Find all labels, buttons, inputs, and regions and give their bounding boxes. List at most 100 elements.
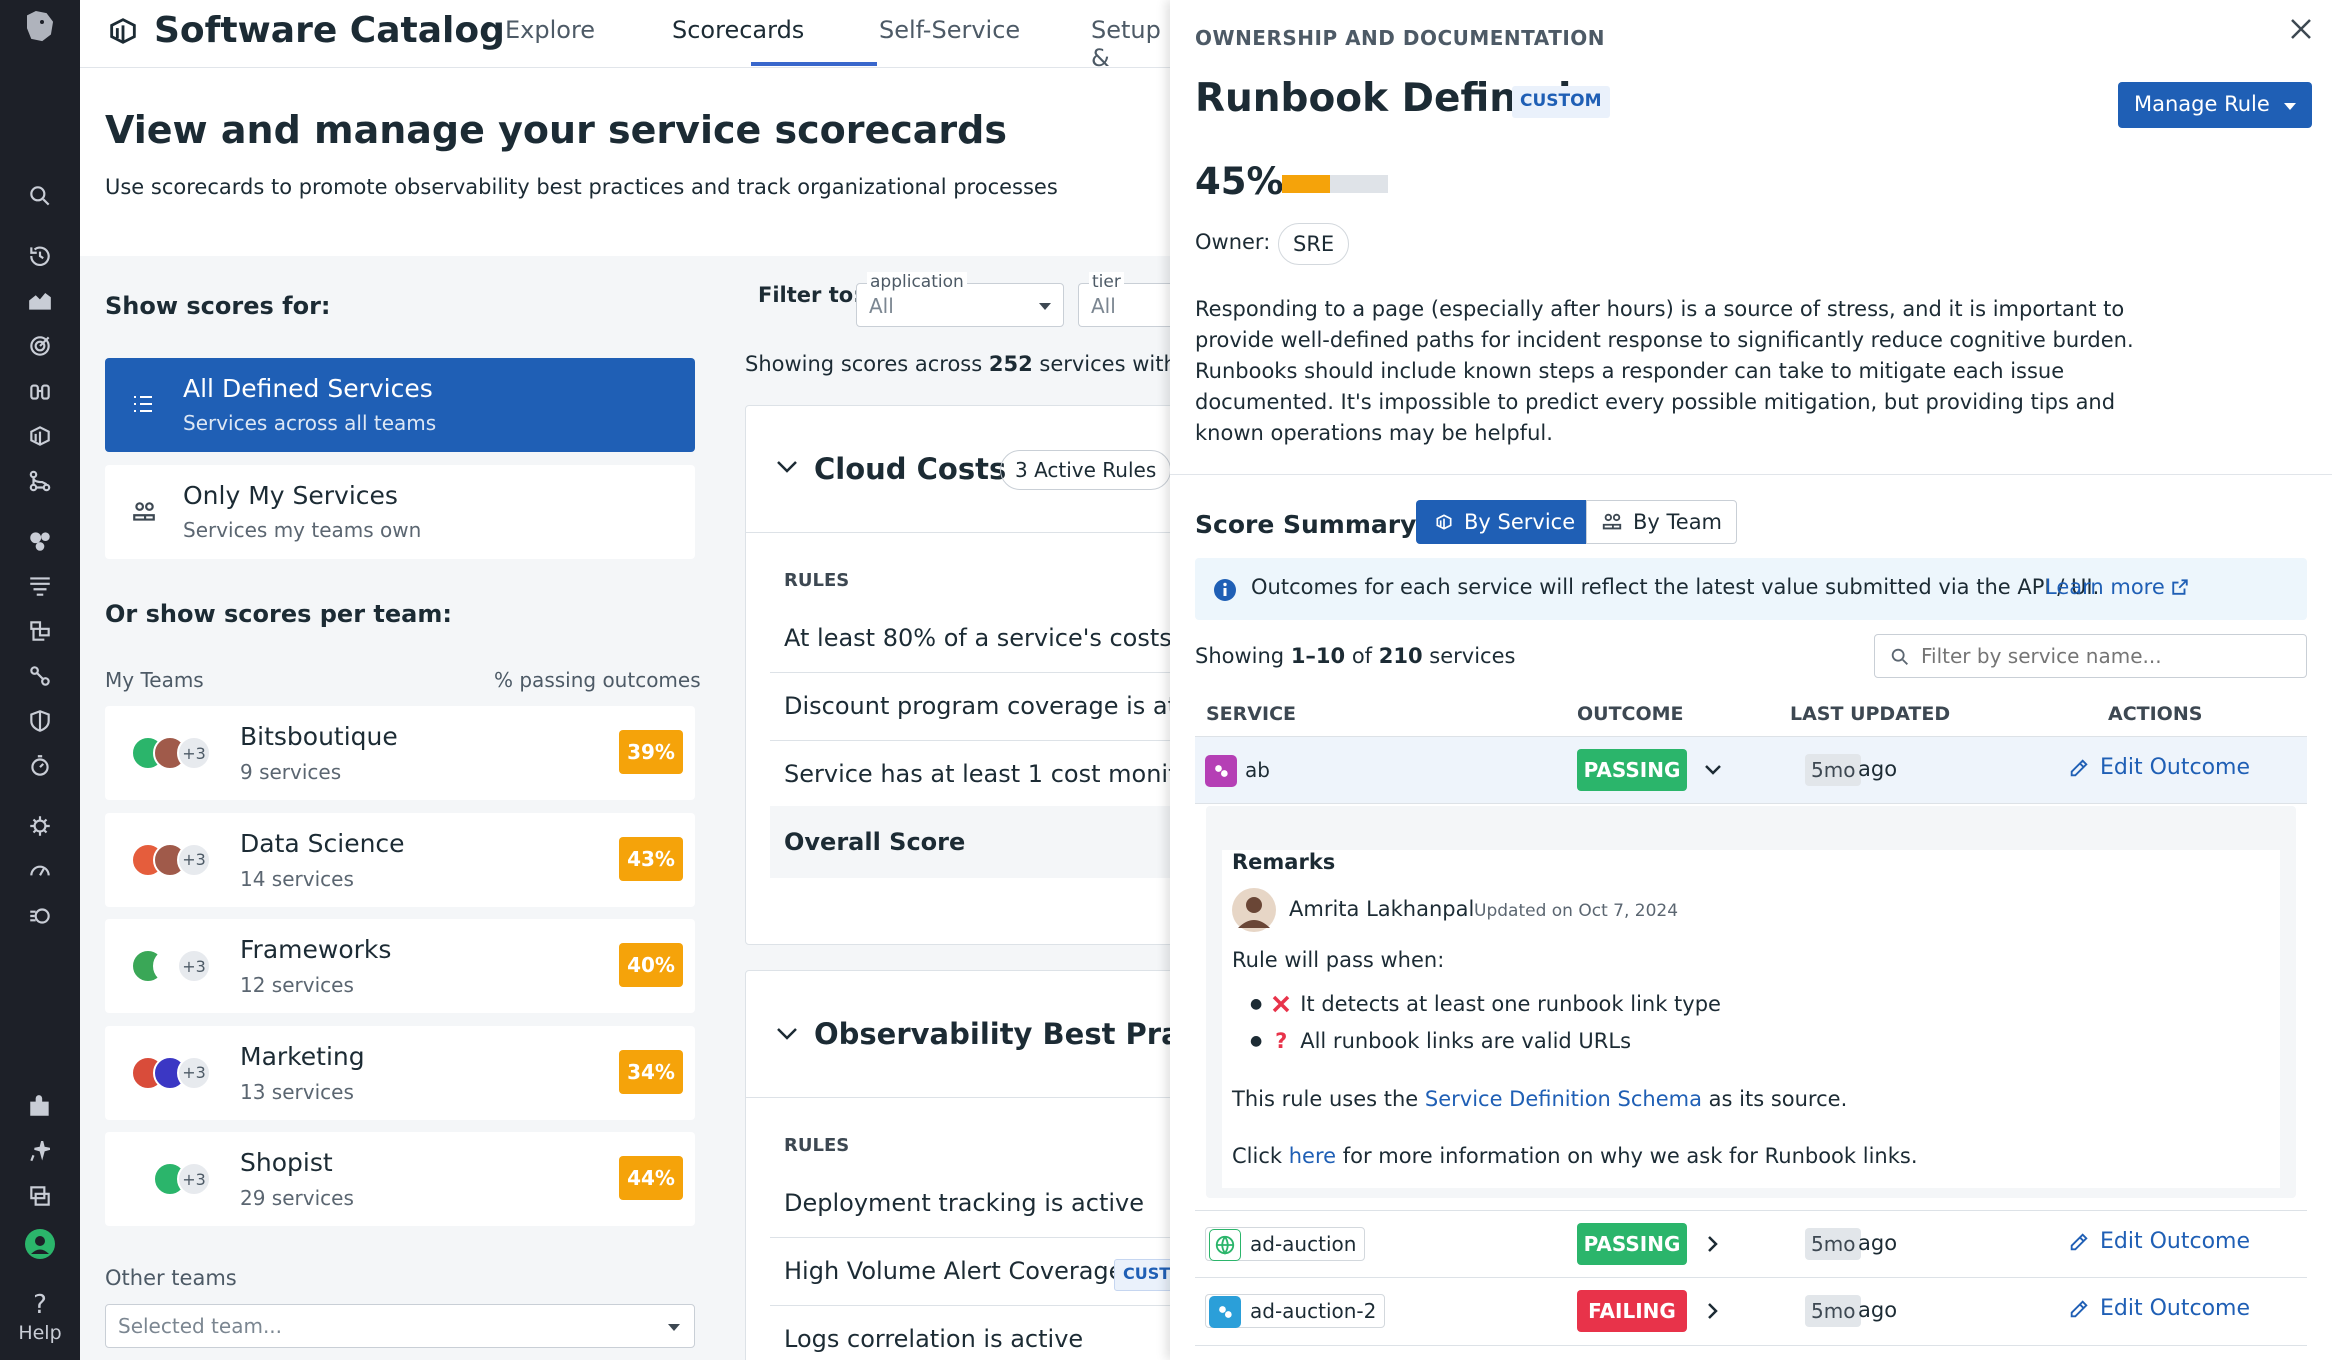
- logs-icon[interactable]: [24, 570, 56, 602]
- team-card[interactable]: +3 Shopist 29 services 44%: [105, 1132, 695, 1226]
- datadog-logo-icon[interactable]: [18, 4, 62, 48]
- security-icon[interactable]: [24, 705, 56, 737]
- passing-outcomes-label: % passing outcomes: [494, 668, 701, 692]
- dashboards-icon[interactable]: [24, 285, 56, 317]
- rule-progress-bar: [1282, 175, 1388, 193]
- here-link[interactable]: here: [1288, 1144, 1337, 1168]
- integrations-link-icon[interactable]: [24, 660, 56, 692]
- rule-progress-fill: [1282, 175, 1330, 193]
- tab-self-service[interactable]: Self-Service: [879, 16, 1021, 44]
- application-filter[interactable]: application All: [856, 272, 1064, 327]
- users-icon: [1602, 513, 1622, 530]
- synthetics-icon[interactable]: [24, 855, 56, 887]
- application-filter-value: All: [869, 294, 894, 318]
- condition-text: It detects at least one runbook link typ…: [1300, 992, 1721, 1016]
- sparkle-icon[interactable]: [24, 1135, 56, 1167]
- range-value: 1–10: [1290, 644, 1346, 668]
- help-icon: ?: [33, 1290, 47, 1320]
- team-passing-percent: 44%: [619, 1156, 683, 1200]
- more-members-badge: +3: [177, 1055, 211, 1090]
- only-my-services-title: Only My Services: [183, 481, 398, 510]
- rule-row[interactable]: Discount program coverage is at le: [784, 692, 1205, 720]
- watchdog-icon[interactable]: [24, 375, 56, 407]
- team-name: Shopist: [240, 1148, 333, 1177]
- column-service[interactable]: SERVICE: [1206, 703, 1296, 725]
- notebooks-icon[interactable]: [24, 1180, 56, 1212]
- rule-row[interactable]: Deployment tracking is active: [784, 1189, 1144, 1217]
- top-bar: Software Catalog Explore Scorecards Self…: [80, 0, 1170, 72]
- chevron-down-icon[interactable]: [776, 460, 798, 474]
- search-icon[interactable]: [24, 180, 56, 212]
- software-catalog-icon[interactable]: [24, 420, 56, 452]
- search-icon: [1891, 648, 1908, 665]
- column-last-updated[interactable]: LAST UPDATED: [1790, 703, 1951, 725]
- tab-explore[interactable]: Explore: [505, 16, 596, 44]
- column-outcome[interactable]: OUTCOME: [1577, 703, 1684, 725]
- pass-when-label: Rule will pass when:: [1232, 948, 1445, 972]
- chevron-right-icon[interactable]: [1707, 1235, 1719, 1253]
- rule-row[interactable]: Logs correlation is active: [784, 1325, 1084, 1353]
- edit-outcome-button[interactable]: Edit Outcome: [2068, 755, 2250, 780]
- chevron-down-icon[interactable]: [1704, 764, 1722, 776]
- help-button[interactable]: ? Help: [0, 1290, 80, 1344]
- per-team-heading: Or show scores per team:: [105, 600, 452, 628]
- service-filter-input[interactable]: [1921, 641, 2291, 671]
- all-defined-services-option[interactable]: All Defined Services Services across all…: [105, 358, 695, 452]
- history-icon[interactable]: [24, 240, 56, 272]
- table-row[interactable]: ad-auction-2 FAILING 5mo ago Edit Outcom…: [1195, 1278, 2307, 1346]
- rule-row[interactable]: Service has at least 1 cost monitor: [784, 760, 1203, 788]
- outcome-badge[interactable]: PASSING: [1577, 749, 1687, 791]
- column-actions: ACTIONS: [2108, 703, 2203, 725]
- by-team-toggle[interactable]: By Team: [1586, 500, 1737, 544]
- workflow-icon[interactable]: [24, 465, 56, 497]
- team-card[interactable]: +3 Frameworks 12 services 40%: [105, 919, 695, 1013]
- table-row[interactable]: ad-auction PASSING 5mo ago Edit Outcome: [1195, 1210, 2307, 1278]
- info-sentence: Click here for more information on why w…: [1232, 1144, 1918, 1168]
- only-my-services-option[interactable]: Only My Services Services my teams own: [105, 465, 695, 559]
- outcome-badge[interactable]: FAILING: [1577, 1290, 1687, 1332]
- monitors-icon[interactable]: [24, 330, 56, 362]
- team-card[interactable]: +3 Marketing 13 services 34%: [105, 1025, 695, 1120]
- source-suffix: as its source.: [1701, 1087, 1848, 1111]
- apm-icon[interactable]: [24, 615, 56, 647]
- learn-more-link[interactable]: Learn more: [2045, 575, 2189, 599]
- tab-scorecards[interactable]: Scorecards: [672, 16, 805, 44]
- service-name[interactable]: ab: [1245, 758, 1270, 782]
- chevron-down-icon[interactable]: [776, 1027, 798, 1041]
- service-filter-box: [1874, 634, 2307, 678]
- tier-filter[interactable]: tier All: [1078, 272, 1170, 327]
- summary-count: 252: [988, 352, 1033, 376]
- team-card[interactable]: +3 Data Science 14 services 43%: [105, 812, 695, 907]
- outcome-badge[interactable]: PASSING: [1577, 1223, 1687, 1265]
- rules-label: RULES: [784, 570, 850, 591]
- error-tracking-icon[interactable]: [24, 810, 56, 842]
- source-sentence: This rule uses the Service Definition Sc…: [1232, 1087, 1847, 1111]
- extensions-icon[interactable]: [24, 1090, 56, 1122]
- active-rules-badge: 3 Active Rules: [1000, 450, 1172, 490]
- tab-setup[interactable]: Setup &: [1091, 16, 1161, 72]
- owner-chip[interactable]: SRE: [1278, 223, 1350, 265]
- tier-filter-label: tier: [1089, 272, 1124, 292]
- other-teams-select[interactable]: Selected team...: [105, 1304, 695, 1348]
- rule-row[interactable]: At least 80% of a service's costs are: [784, 624, 1205, 652]
- score-summary-heading: Score Summary: [1195, 510, 1417, 539]
- team-name: Data Science: [240, 828, 405, 858]
- range-prefix: Showing: [1195, 644, 1291, 668]
- rum-icon[interactable]: [24, 750, 56, 782]
- manage-rule-button[interactable]: Manage Rule: [2118, 82, 2312, 128]
- infrastructure-icon[interactable]: [24, 525, 56, 557]
- close-icon[interactable]: [2288, 16, 2314, 42]
- edit-outcome-button[interactable]: Edit Outcome: [2068, 1229, 2250, 1254]
- edit-outcome-button[interactable]: Edit Outcome: [2068, 1296, 2250, 1321]
- ci-icon[interactable]: [24, 900, 56, 932]
- edit-outcome-label: Edit Outcome: [2100, 1229, 2251, 1254]
- table-row[interactable]: ab PASSING 5mo ago Edit Outcome: [1195, 736, 2307, 804]
- rule-row[interactable]: High Volume Alert Coverage: [784, 1257, 1124, 1285]
- service-definition-schema-link[interactable]: Service Definition Schema: [1424, 1087, 1702, 1111]
- by-team-label: By Team: [1633, 510, 1723, 534]
- team-card[interactable]: +3 Bitsboutique 9 services 39%: [105, 706, 695, 800]
- by-service-toggle[interactable]: By Service: [1416, 500, 1586, 544]
- chevron-right-icon[interactable]: [1707, 1302, 1719, 1320]
- info-text: Outcomes for each service will reflect t…: [1251, 575, 2100, 599]
- user-avatar-icon[interactable]: [24, 1228, 56, 1260]
